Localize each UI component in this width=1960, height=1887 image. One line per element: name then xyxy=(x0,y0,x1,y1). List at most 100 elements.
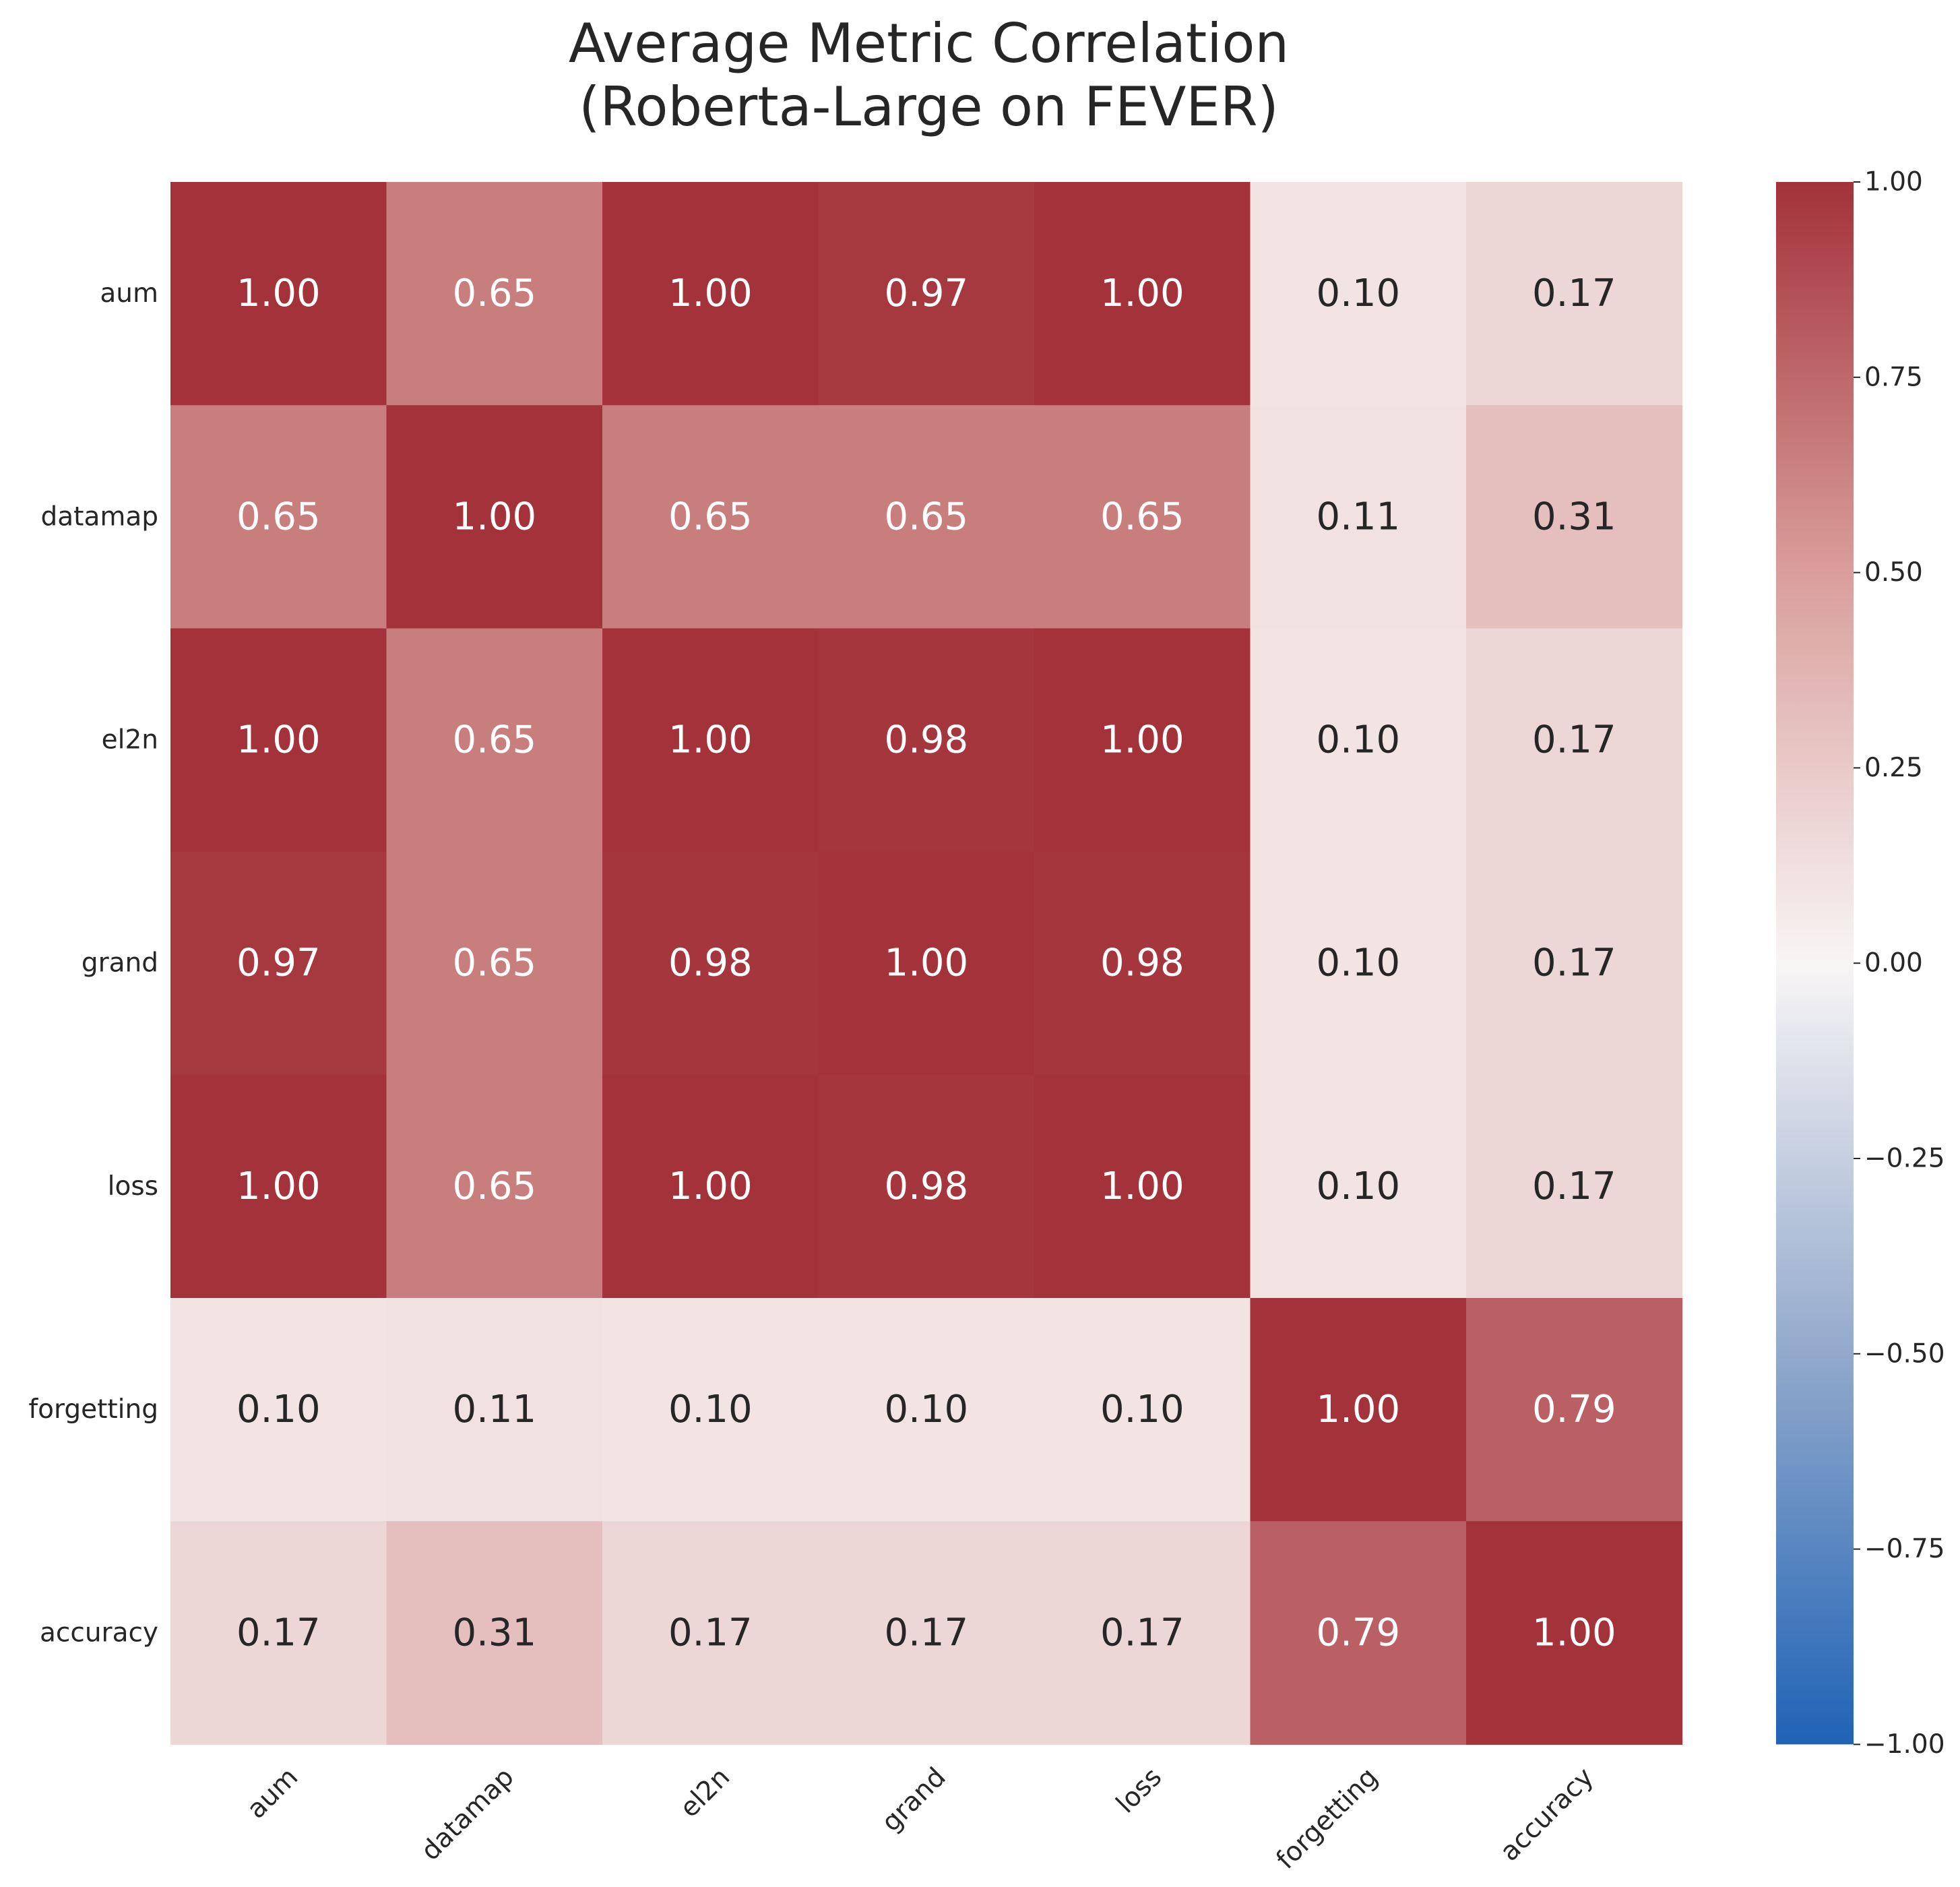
heatmap-cell xyxy=(818,182,1035,406)
cell-value-label: 0.10 xyxy=(1316,272,1400,315)
cell-value-label: 1.00 xyxy=(1100,1165,1184,1208)
row-label: datamap xyxy=(41,501,159,532)
heatmap-cell xyxy=(1466,182,1683,406)
heatmap-cell xyxy=(170,1298,387,1522)
column-label: datamap xyxy=(415,1762,519,1866)
heatmap-cells xyxy=(170,182,1683,1745)
heatmap-cell xyxy=(1250,628,1467,853)
heatmap-cell xyxy=(386,628,603,853)
cell-value-label: 0.65 xyxy=(668,495,753,538)
heatmap-cell xyxy=(170,405,387,629)
cell-value-label: 0.65 xyxy=(884,495,968,538)
cell-value-label: 0.65 xyxy=(1100,495,1184,538)
column-labels: aum datamap el2n grand loss forgetting accurac… xyxy=(241,1762,1600,1875)
heatmap-cell xyxy=(1034,851,1251,1076)
cell-value-label: 1.00 xyxy=(1532,1611,1616,1654)
cell-value-label: 0.65 xyxy=(452,272,536,315)
heatmap-cell xyxy=(1034,405,1251,629)
cell-value-label: 0.10 xyxy=(1316,1165,1400,1208)
cell-value-label: 0.11 xyxy=(1316,495,1400,538)
cell-value-label: 0.11 xyxy=(452,1388,536,1431)
cell-value-label: 0.65 xyxy=(452,1165,536,1208)
heatmap-cell xyxy=(1250,1521,1467,1745)
heatmap-cell xyxy=(818,1521,1035,1745)
heatmap-cell xyxy=(602,628,819,853)
heatmap-cell xyxy=(602,182,819,406)
cell-value-label: 0.65 xyxy=(236,495,321,538)
heatmap-cell xyxy=(386,1074,603,1299)
heatmap-cell xyxy=(170,628,387,853)
colorbar: −1.00 −0.75 −0.50 −0.25 0.00 0.25 0.50 0.75 1.00 xyxy=(1776,167,1945,1760)
heatmap-cell xyxy=(170,1074,387,1299)
cell-value-label: 0.17 xyxy=(1100,1611,1184,1654)
heatmap-cell xyxy=(386,182,603,406)
heatmap-cell xyxy=(386,405,603,629)
cell-value-label: 0.17 xyxy=(236,1611,321,1654)
heatmap-cell xyxy=(818,628,1035,853)
cell-value-label: 0.98 xyxy=(668,941,753,985)
heatmap-cell xyxy=(602,1298,819,1522)
heatmap-cell xyxy=(1466,1074,1683,1299)
cell-value-label: 0.65 xyxy=(452,718,536,762)
colorbar-tick-label: 0.25 xyxy=(1864,753,1923,783)
column-label: el2n xyxy=(674,1762,736,1823)
heatmap-cell xyxy=(386,1521,603,1745)
colorbar-tick-label: 0.75 xyxy=(1864,362,1923,392)
cell-value-label: 1.00 xyxy=(1316,1388,1400,1431)
heatmap-cell xyxy=(170,851,387,1076)
heatmap-cell xyxy=(602,1074,819,1299)
heatmap-cell xyxy=(1034,182,1251,406)
cell-value-label: 1.00 xyxy=(236,272,321,315)
heatmap-cell xyxy=(1466,1521,1683,1745)
cell-value-label: 0.17 xyxy=(1532,941,1616,985)
cell-value-label: 0.98 xyxy=(884,718,968,762)
heatmap-cell xyxy=(1034,1521,1251,1745)
row-label: aum xyxy=(100,278,158,309)
cell-value-label: 0.97 xyxy=(884,272,968,315)
cell-value-label: 0.98 xyxy=(1100,941,1184,985)
chart-title-line-1: Average Metric Correlation xyxy=(568,12,1290,75)
column-label: loss xyxy=(1110,1762,1168,1819)
cell-value-label: 0.10 xyxy=(1316,941,1400,985)
cell-value-label: 1.00 xyxy=(1100,718,1184,762)
heatmap-cell xyxy=(1034,628,1251,853)
cell-value-label: 0.10 xyxy=(236,1388,321,1431)
colorbar-gradient xyxy=(1776,182,1854,1745)
cell-value-label: 0.79 xyxy=(1532,1388,1616,1431)
heatmap-cell xyxy=(1466,1298,1683,1522)
cell-value-label: 0.17 xyxy=(884,1611,968,1654)
cell-value-label: 0.17 xyxy=(1532,718,1616,762)
row-label: grand xyxy=(82,948,158,979)
colorbar-tick-label: −0.75 xyxy=(1864,1534,1945,1564)
column-label: aum xyxy=(241,1762,304,1824)
heatmap-cell xyxy=(818,405,1035,629)
cell-value-label: 0.10 xyxy=(884,1388,968,1431)
column-label: accuracy xyxy=(1494,1762,1600,1867)
cell-value-label: 1.00 xyxy=(668,718,753,762)
colorbar-tick-label: −0.50 xyxy=(1864,1338,1945,1369)
row-label: forgetting xyxy=(28,1394,158,1425)
row-labels: aum datamap el2n grand loss forgetting accurac… xyxy=(28,278,158,1648)
heatmap-cell xyxy=(386,1298,603,1522)
heatmap-cell xyxy=(818,851,1035,1076)
row-label: accuracy xyxy=(40,1617,158,1648)
cell-value-label: 0.79 xyxy=(1316,1611,1400,1654)
column-label: forgetting xyxy=(1271,1762,1384,1875)
cell-value-label: 1.00 xyxy=(668,272,753,315)
cell-value-label: 0.10 xyxy=(1316,718,1400,762)
heatmap-cell xyxy=(1466,628,1683,853)
heatmap-cell xyxy=(1466,851,1683,1076)
heatmap-cell xyxy=(1250,1074,1467,1299)
heatmap-cell xyxy=(818,1074,1035,1299)
heatmap-cell xyxy=(818,1298,1035,1522)
cell-value-label: 0.31 xyxy=(1532,495,1616,538)
cell-value-label: 0.10 xyxy=(1100,1388,1184,1431)
cell-value-label: 0.31 xyxy=(452,1611,536,1654)
heatmap-cell xyxy=(602,405,819,629)
heatmap-cell xyxy=(602,851,819,1076)
cell-value-label: 1.00 xyxy=(1100,272,1184,315)
colorbar-tick-label: 0.50 xyxy=(1864,557,1923,588)
cell-value-label: 0.10 xyxy=(668,1388,753,1431)
heatmap-cell xyxy=(1250,182,1467,406)
